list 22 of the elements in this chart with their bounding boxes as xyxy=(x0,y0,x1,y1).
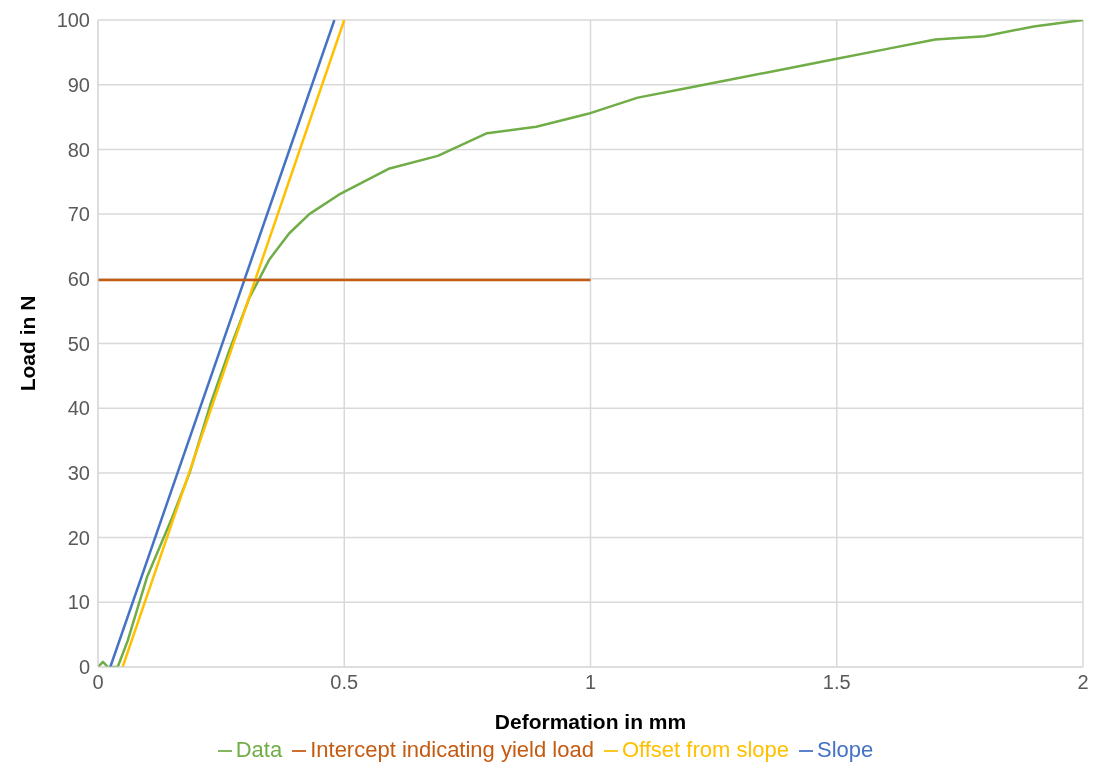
legend-label: Data xyxy=(235,737,283,762)
y-tick-label: 0 xyxy=(78,656,90,679)
y-axis-title: Load in N xyxy=(16,295,40,392)
legend-label: Slope xyxy=(817,737,874,762)
x-tick-label: 2 xyxy=(1077,671,1089,694)
x-tick-label: 1 xyxy=(584,671,597,694)
y-tick-label: 30 xyxy=(67,462,90,484)
y-tick-label: 90 xyxy=(67,73,90,96)
legend-label: Intercept indicating yield load xyxy=(310,737,594,762)
legend-label: Offset from slope xyxy=(621,737,790,762)
y-tick-label: 10 xyxy=(67,591,90,614)
x-tick-label: 0.5 xyxy=(330,671,359,694)
x-tick-label: 1.5 xyxy=(822,671,851,694)
y-tick-label: 70 xyxy=(67,203,90,226)
x-tick-label: 0 xyxy=(92,671,104,694)
y-tick-label: 80 xyxy=(67,138,90,161)
y-tick-label: 100 xyxy=(56,9,90,32)
y-tick-label: 50 xyxy=(67,332,90,355)
x-axis-title: Deformation in mm xyxy=(494,710,687,733)
y-tick-label: 60 xyxy=(67,267,90,290)
y-tick-label: 20 xyxy=(67,526,90,549)
y-tick-label: 40 xyxy=(67,397,90,420)
